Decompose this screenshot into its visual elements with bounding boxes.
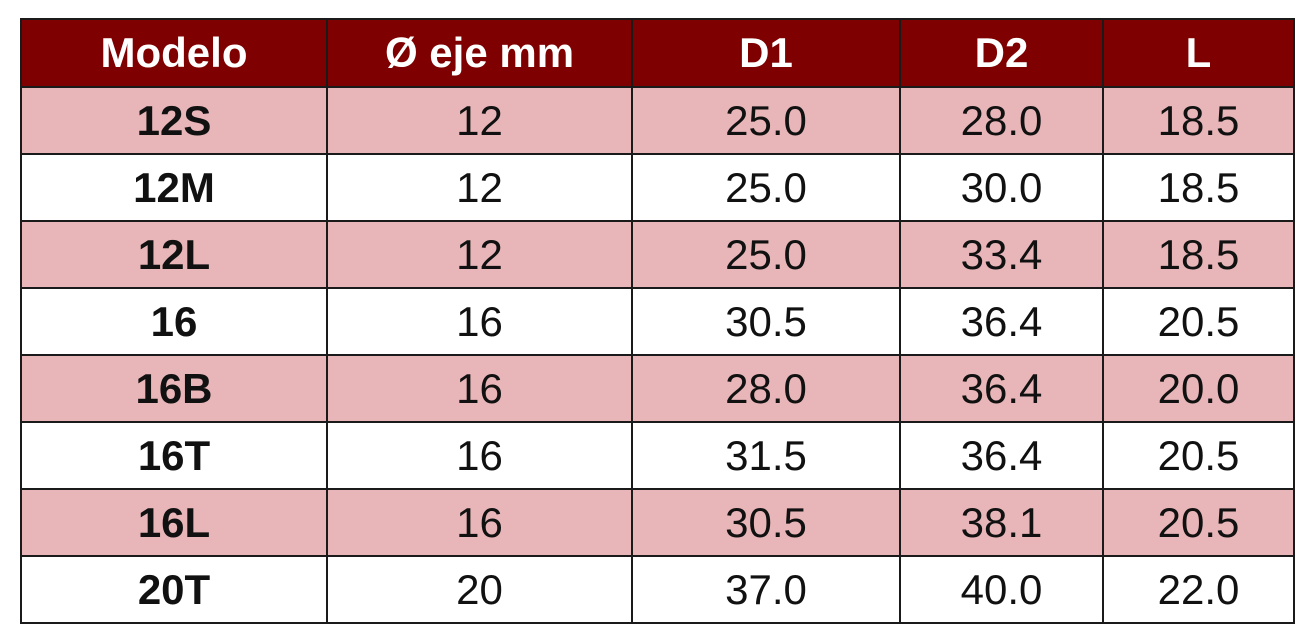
- header-row: Modelo Ø eje mm D1 D2 L: [20, 18, 1295, 88]
- header-cell: Ø eje mm: [326, 18, 633, 88]
- model-cell: 20T: [20, 555, 328, 624]
- model-cell: 16B: [20, 354, 328, 423]
- value-cell: 16: [326, 421, 633, 490]
- table-row: 12S 12 25.0 28.0 18.5: [20, 86, 1295, 155]
- value-cell: 20.5: [1102, 488, 1295, 557]
- value-cell: 25.0: [631, 86, 901, 155]
- table-row: 20T 20 37.0 40.0 22.0: [20, 555, 1295, 624]
- value-cell: 18.5: [1102, 86, 1295, 155]
- value-cell: 12: [326, 153, 633, 222]
- value-cell: 16: [326, 287, 633, 356]
- model-cell: 16: [20, 287, 328, 356]
- header-cell: Modelo: [20, 18, 328, 88]
- value-cell: 12: [326, 220, 633, 289]
- header-cell: L: [1102, 18, 1295, 88]
- header-cell: D2: [899, 18, 1104, 88]
- table-row: 16L 16 30.5 38.1 20.5: [20, 488, 1295, 557]
- value-cell: 18.5: [1102, 220, 1295, 289]
- model-cell: 12L: [20, 220, 328, 289]
- value-cell: 16: [326, 488, 633, 557]
- value-cell: 31.5: [631, 421, 901, 490]
- table-body: 12S 12 25.0 28.0 18.5 12M 12 25.0 30.0 18.5 12L 12 2…: [20, 86, 1295, 624]
- value-cell: 22.0: [1102, 555, 1295, 624]
- value-cell: 28.0: [631, 354, 901, 423]
- model-cell: 16T: [20, 421, 328, 490]
- spec-table: Modelo Ø eje mm D1 D2 L 12S 12 25.0 28.0 18.5 12M…: [20, 18, 1295, 624]
- value-cell: 30.5: [631, 287, 901, 356]
- value-cell: 36.4: [899, 421, 1104, 490]
- header-cell: D1: [631, 18, 901, 88]
- value-cell: 20.0: [1102, 354, 1295, 423]
- table-row: 16T 16 31.5 36.4 20.5: [20, 421, 1295, 490]
- value-cell: 25.0: [631, 153, 901, 222]
- value-cell: 12: [326, 86, 633, 155]
- model-cell: 16L: [20, 488, 328, 557]
- value-cell: 30.0: [899, 153, 1104, 222]
- value-cell: 30.5: [631, 488, 901, 557]
- value-cell: 36.4: [899, 287, 1104, 356]
- model-cell: 12S: [20, 86, 328, 155]
- model-cell: 12M: [20, 153, 328, 222]
- value-cell: 36.4: [899, 354, 1104, 423]
- value-cell: 38.1: [899, 488, 1104, 557]
- value-cell: 16: [326, 354, 633, 423]
- value-cell: 20: [326, 555, 633, 624]
- value-cell: 20.5: [1102, 421, 1295, 490]
- value-cell: 37.0: [631, 555, 901, 624]
- value-cell: 20.5: [1102, 287, 1295, 356]
- table-row: 16B 16 28.0 36.4 20.0: [20, 354, 1295, 423]
- value-cell: 40.0: [899, 555, 1104, 624]
- value-cell: 18.5: [1102, 153, 1295, 222]
- table-row: 12M 12 25.0 30.0 18.5: [20, 153, 1295, 222]
- value-cell: 33.4: [899, 220, 1104, 289]
- table-row: 16 16 30.5 36.4 20.5: [20, 287, 1295, 356]
- value-cell: 28.0: [899, 86, 1104, 155]
- value-cell: 25.0: [631, 220, 901, 289]
- table-row: 12L 12 25.0 33.4 18.5: [20, 220, 1295, 289]
